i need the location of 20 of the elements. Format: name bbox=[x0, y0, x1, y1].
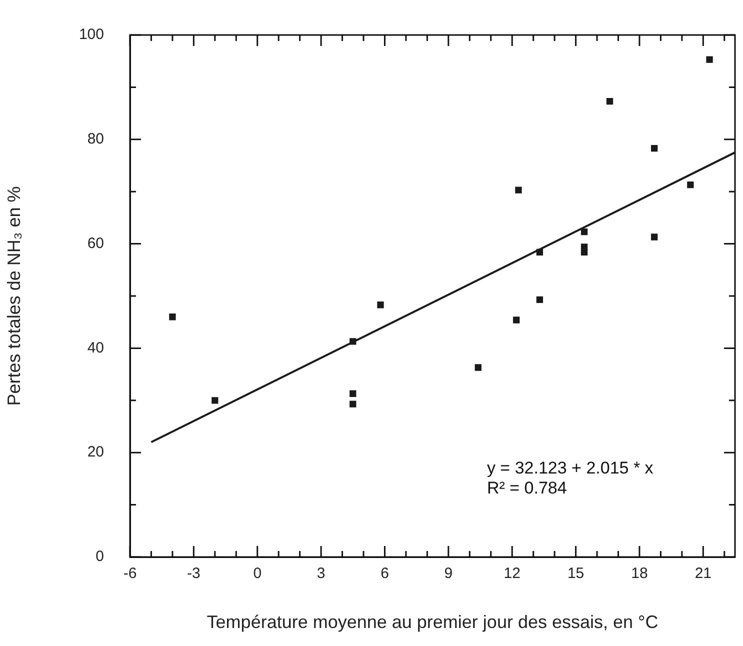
x-tick-label: 0 bbox=[253, 565, 262, 582]
x-tick-label: 3 bbox=[316, 565, 326, 582]
x-tick-label: -3 bbox=[187, 565, 200, 582]
y-tick-label: 20 bbox=[87, 444, 104, 461]
annotation: R² = 0.784 bbox=[486, 478, 567, 498]
x-tick-label: 9 bbox=[444, 565, 453, 582]
x-axis-title: Température moyenne au premier jour des essais, en °C bbox=[206, 612, 658, 632]
x-tick-label: 18 bbox=[631, 565, 648, 582]
x-tick-label: 21 bbox=[694, 565, 712, 582]
y-tick-label: 0 bbox=[96, 548, 104, 566]
y-tick-label: 40 bbox=[87, 339, 104, 356]
y-axis-title: Pertes totales de NH₃ en % bbox=[4, 186, 24, 406]
y-tick-label: 80 bbox=[87, 130, 104, 148]
x-tick-label: 6 bbox=[380, 565, 389, 582]
annotation: y = 32.123 + 2.015 * x bbox=[486, 458, 654, 478]
x-tick-label: 15 bbox=[567, 565, 584, 582]
x-tick-label: 12 bbox=[504, 565, 520, 582]
y-tick-label: 100 bbox=[78, 26, 104, 44]
y-tick-label: 60 bbox=[87, 234, 104, 252]
x-tick-label: -6 bbox=[123, 565, 137, 582]
